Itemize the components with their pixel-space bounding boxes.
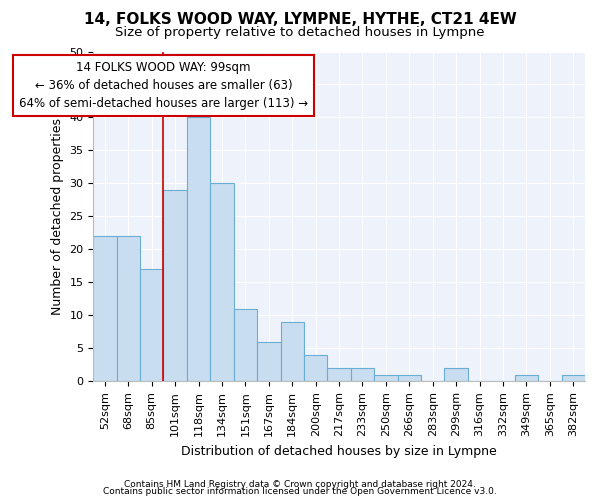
- Bar: [398, 374, 421, 382]
- Bar: [233, 309, 257, 382]
- Text: Contains public sector information licensed under the Open Government Licence v3: Contains public sector information licen…: [103, 487, 497, 496]
- Text: Size of property relative to detached houses in Lympne: Size of property relative to detached ho…: [115, 26, 485, 39]
- Bar: [304, 355, 328, 382]
- Bar: [562, 374, 585, 382]
- Bar: [116, 236, 140, 382]
- Text: Contains HM Land Registry data © Crown copyright and database right 2024.: Contains HM Land Registry data © Crown c…: [124, 480, 476, 489]
- Bar: [257, 342, 281, 382]
- Bar: [281, 322, 304, 382]
- Y-axis label: Number of detached properties: Number of detached properties: [51, 118, 64, 315]
- Text: 14, FOLKS WOOD WAY, LYMPNE, HYTHE, CT21 4EW: 14, FOLKS WOOD WAY, LYMPNE, HYTHE, CT21 …: [83, 12, 517, 28]
- Bar: [328, 368, 351, 382]
- Bar: [445, 368, 468, 382]
- Text: 14 FOLKS WOOD WAY: 99sqm
← 36% of detached houses are smaller (63)
64% of semi-d: 14 FOLKS WOOD WAY: 99sqm ← 36% of detach…: [19, 62, 308, 110]
- Bar: [93, 236, 116, 382]
- Bar: [515, 374, 538, 382]
- Bar: [351, 368, 374, 382]
- X-axis label: Distribution of detached houses by size in Lympne: Distribution of detached houses by size …: [181, 444, 497, 458]
- Bar: [187, 118, 210, 382]
- Bar: [210, 184, 233, 382]
- Bar: [163, 190, 187, 382]
- Bar: [374, 374, 398, 382]
- Bar: [140, 269, 163, 382]
